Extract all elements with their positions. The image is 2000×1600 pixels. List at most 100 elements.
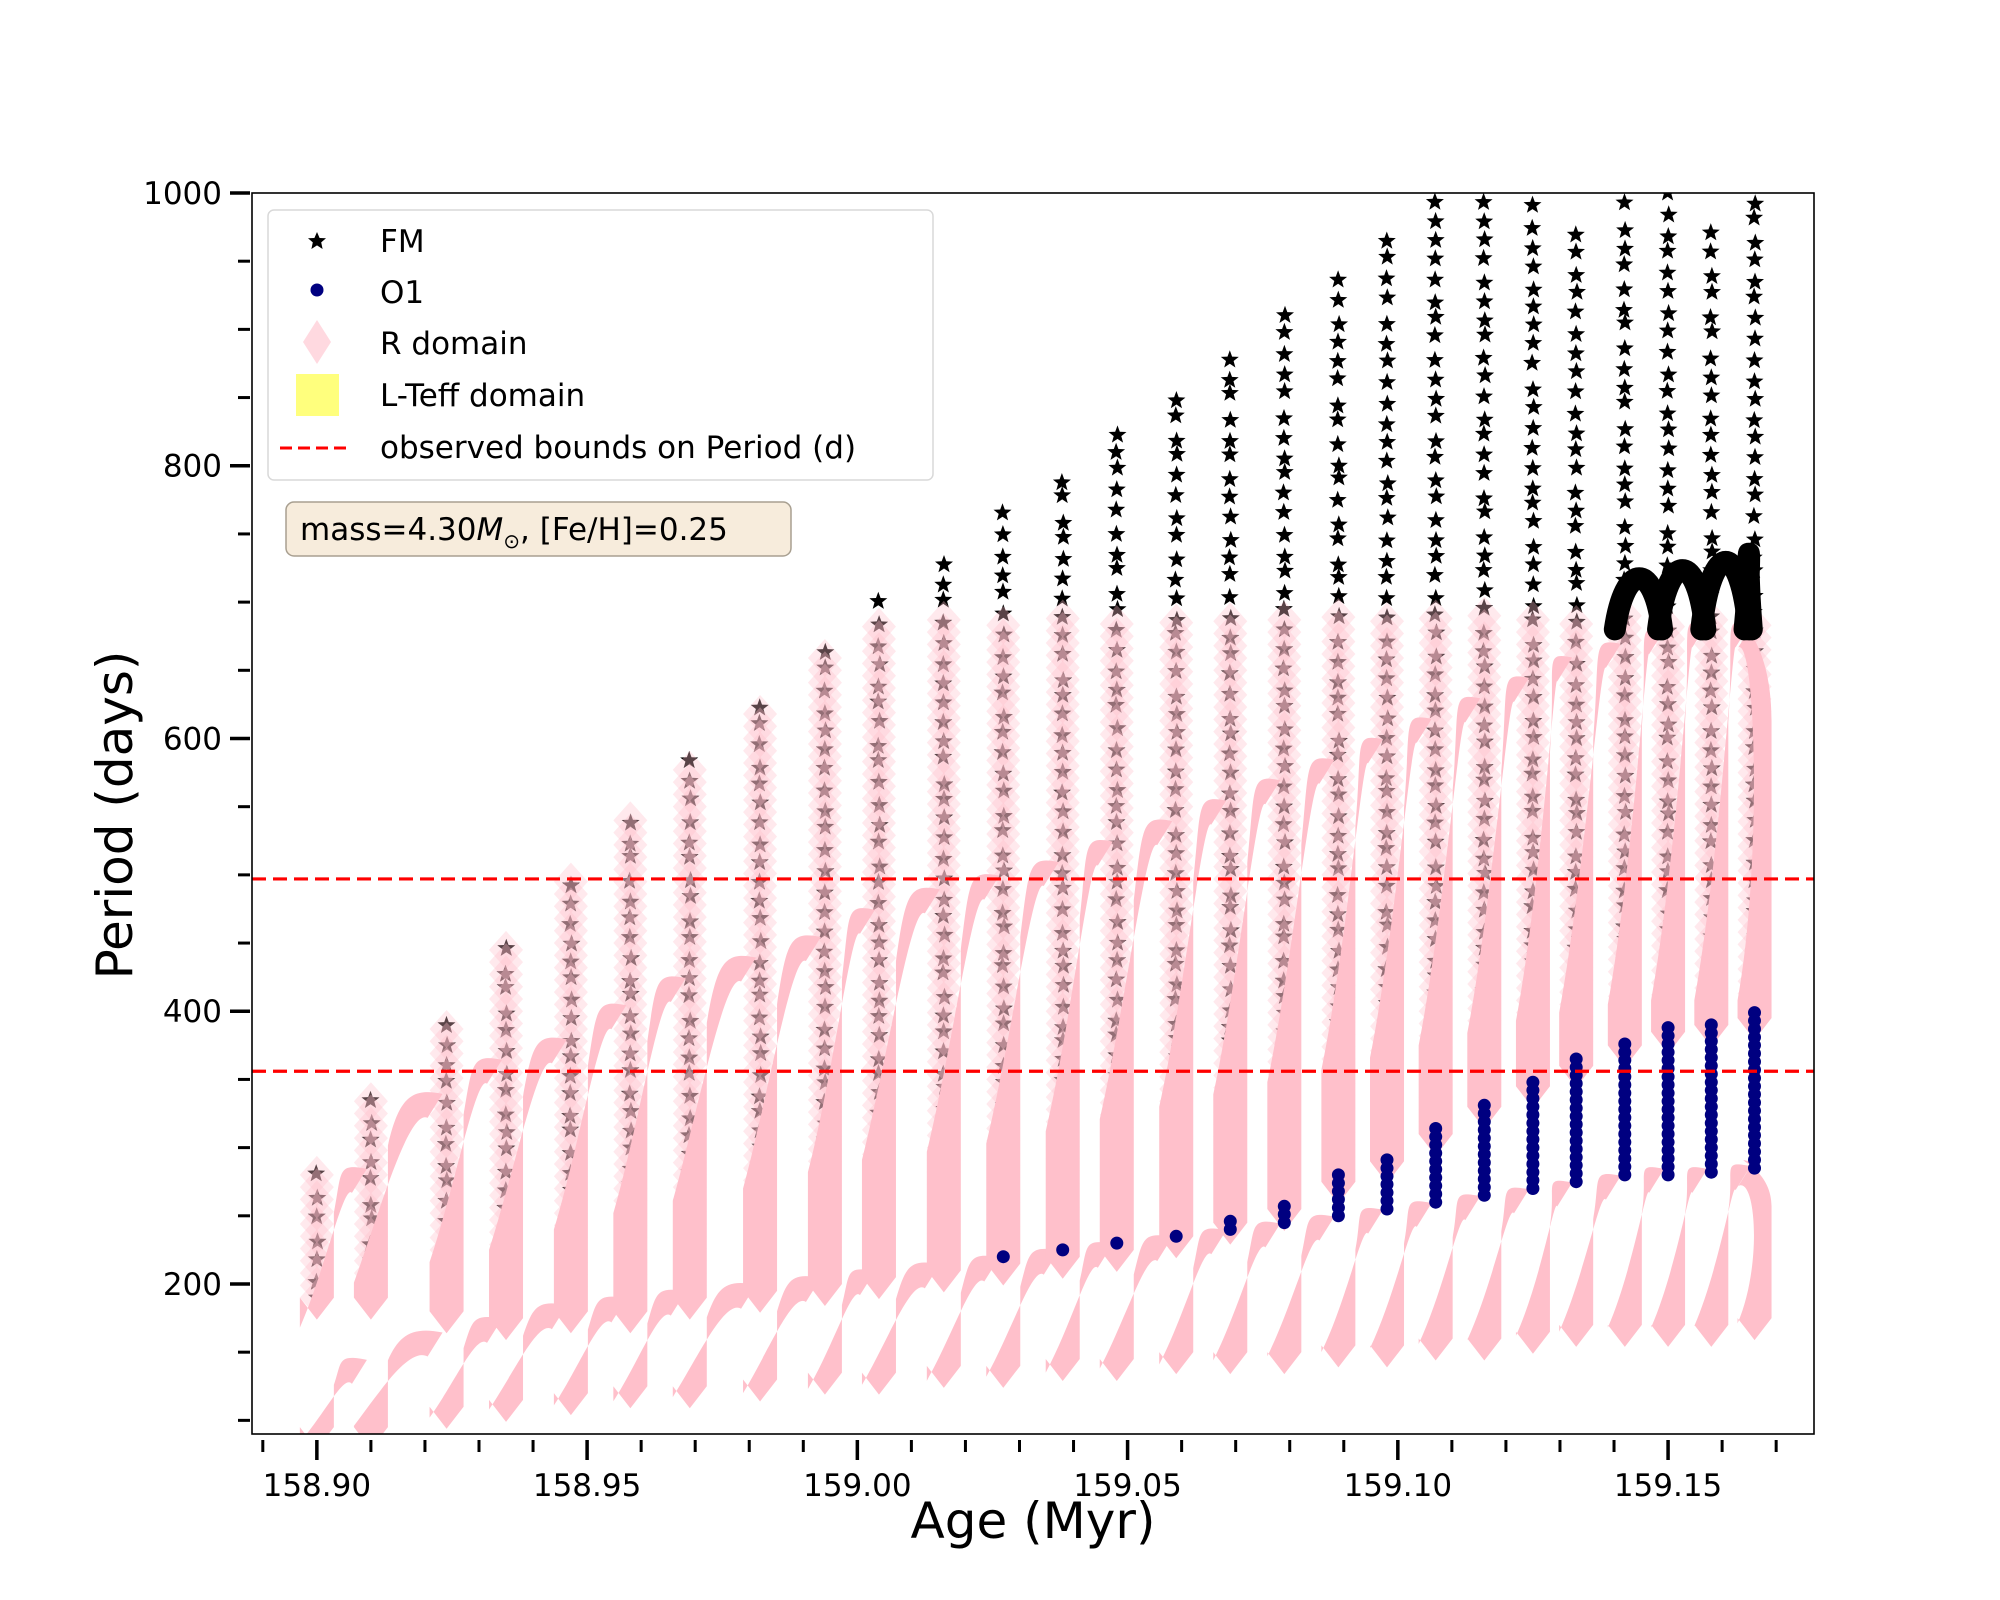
r-domain-point xyxy=(1213,774,1248,813)
fm-point xyxy=(1746,194,1765,212)
r-domain-point xyxy=(672,824,707,863)
fm-point xyxy=(1329,632,1347,650)
fm-point xyxy=(1328,885,1347,903)
r-domain-point xyxy=(1418,795,1453,834)
fm-point xyxy=(1274,857,1293,875)
r-domain-lower-band xyxy=(1099,1235,1173,1381)
r-domain-point xyxy=(1370,798,1405,837)
r-domain-point xyxy=(672,861,707,900)
fm-point xyxy=(437,1118,456,1136)
y-tick-label: 800 xyxy=(163,449,222,485)
fm-point xyxy=(1107,480,1126,498)
r-domain-point xyxy=(1321,610,1356,649)
fm-point xyxy=(870,615,889,633)
fm-point xyxy=(1658,556,1677,574)
fm-point xyxy=(1474,623,1493,641)
r-domain-point xyxy=(1267,821,1302,860)
r-domain-point xyxy=(1159,898,1194,937)
fm-point xyxy=(1567,573,1586,591)
r-domain-point xyxy=(1418,746,1453,785)
r-domain-point xyxy=(1321,659,1356,698)
fm-point xyxy=(1659,652,1678,670)
r-domain-point xyxy=(743,805,778,844)
fm-point xyxy=(1275,322,1294,340)
r-domain-point xyxy=(1559,690,1594,729)
fm-point xyxy=(1166,863,1185,881)
fm-point xyxy=(1523,479,1542,497)
r-domain-point xyxy=(613,825,648,864)
r-domain-point xyxy=(553,960,588,999)
fm-point xyxy=(1378,474,1397,492)
r-domain-point xyxy=(1267,711,1302,750)
fm-point xyxy=(1328,904,1347,923)
fm-point xyxy=(680,950,699,968)
fm-point xyxy=(935,827,954,846)
o1-point xyxy=(1661,1021,1675,1035)
fm-point xyxy=(1426,293,1445,311)
fm-point xyxy=(1275,547,1294,565)
r-domain-point xyxy=(1159,799,1194,838)
fm-point xyxy=(1475,546,1494,564)
fm-point xyxy=(1054,956,1073,974)
r-domain-lower-band xyxy=(353,1330,443,1434)
fm-point xyxy=(1567,361,1586,380)
r-domain-point xyxy=(861,939,896,978)
r-domain-point xyxy=(1045,906,1080,945)
fm-point xyxy=(1220,846,1239,864)
fm-point xyxy=(870,1025,889,1043)
fm-point xyxy=(1378,608,1396,626)
r-domain-point xyxy=(553,1009,588,1048)
fm-point xyxy=(1426,588,1445,606)
r-domain-point xyxy=(489,943,524,982)
fm-point xyxy=(1658,792,1677,810)
r-domain-point xyxy=(1559,654,1594,693)
r-domain-point xyxy=(926,686,961,725)
fm-point xyxy=(1475,273,1494,291)
fm-point xyxy=(1378,632,1396,650)
fm-point xyxy=(1474,248,1493,266)
r-domain-point xyxy=(672,947,707,986)
fm-point xyxy=(750,872,769,890)
fm-point xyxy=(1745,372,1764,390)
fm-point xyxy=(1745,530,1764,548)
fm-point xyxy=(870,933,889,951)
fm-point xyxy=(362,1113,381,1131)
fm-point xyxy=(1524,727,1543,745)
fm-point xyxy=(869,692,888,710)
fm-point xyxy=(1167,704,1186,722)
fm-point xyxy=(1523,353,1542,371)
fm-point xyxy=(1377,876,1396,894)
r-domain-point xyxy=(926,735,961,774)
r-domain-point xyxy=(1418,759,1453,798)
r-domain-point xyxy=(613,1022,648,1061)
fm-point xyxy=(1701,681,1720,699)
fm-point xyxy=(815,681,834,699)
r-domain-point xyxy=(1321,745,1356,784)
o1-point xyxy=(1618,1037,1632,1051)
r-domain-point xyxy=(1213,847,1248,886)
r-domain-point xyxy=(1559,727,1594,766)
r-domain-point xyxy=(553,1046,588,1085)
r-domain-point xyxy=(926,993,961,1032)
y-axis-ticks: 200 400 600 800 1000 xyxy=(143,176,250,1422)
r-domain-upper-band xyxy=(1213,778,1281,1245)
fm-point xyxy=(1276,561,1294,579)
fm-point xyxy=(1426,760,1445,779)
fm-point xyxy=(1053,783,1072,801)
r-domain-point xyxy=(1559,739,1594,778)
fm-point xyxy=(1524,635,1543,653)
fm-point xyxy=(1566,632,1585,650)
fm-point xyxy=(1476,366,1495,384)
fm-point xyxy=(815,1039,834,1057)
fm-point xyxy=(934,747,953,765)
fm-point xyxy=(362,1209,381,1227)
fm-point xyxy=(1746,329,1764,347)
fm-point xyxy=(1275,583,1294,601)
fm-point xyxy=(497,1004,516,1022)
r-domain-point xyxy=(861,767,896,806)
fm-point xyxy=(621,813,640,831)
r-domain-point xyxy=(861,828,896,867)
r-domain-point xyxy=(926,649,961,688)
fm-point xyxy=(1377,902,1396,920)
fm-point xyxy=(1426,510,1445,528)
